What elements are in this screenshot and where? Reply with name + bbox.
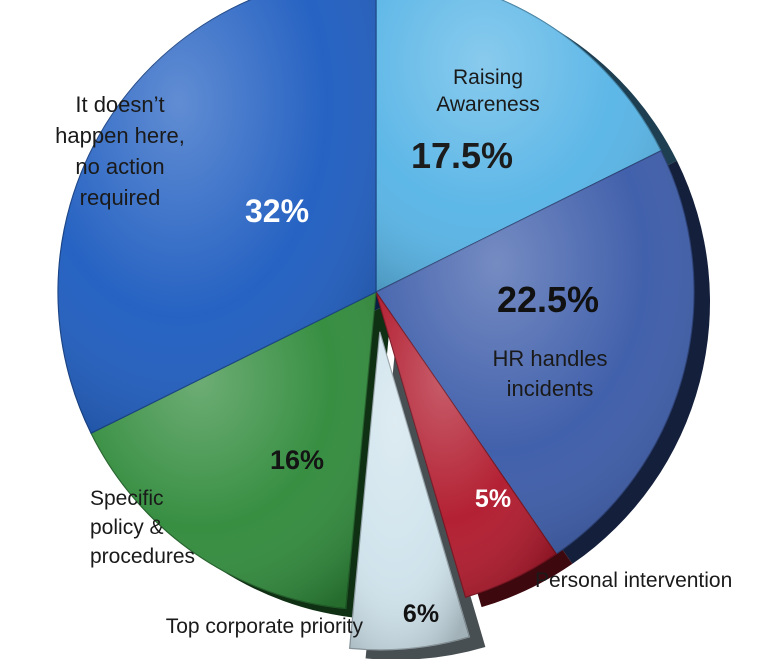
data-label-specific-policy-procedures: 16% (270, 445, 324, 475)
data-label-it-doesn-t-happen-here-no-action-required: 32% (245, 193, 309, 229)
category-label-line: no action (75, 154, 164, 179)
data-label-hr-handles-incidents: 22.5% (497, 279, 599, 320)
category-label-line: procedures (90, 545, 195, 568)
pie-labels: 17.5% Raising Awareness 22.5% HR handles inci… (55, 66, 732, 638)
category-label-line: Specific (90, 487, 164, 510)
category-label-specific-policy-procedures: Specific policy & procedures (90, 487, 195, 568)
pie-slices (57, 0, 695, 651)
slice-gloss-top-corporate-priority (349, 331, 470, 650)
slice-gloss-raising-awareness (376, 0, 661, 292)
category-label-line: incidents (507, 376, 594, 401)
category-label-raising-awareness: Raising Awareness (436, 66, 540, 116)
category-label-line: Raising (453, 66, 523, 89)
slice-gloss-it-doesn-t-happen-here-no-action-required (58, 0, 376, 434)
slice-gloss-hr-handles-incidents (376, 150, 694, 554)
category-label-line: required (80, 185, 161, 210)
category-label-hr-handles-incidents: HR handles incidents (493, 346, 608, 401)
category-label-line: Top corporate priority (166, 615, 364, 638)
category-label-top-corporate-priority: Top corporate priority (166, 615, 364, 638)
category-label-line: happen here, (55, 123, 185, 148)
slice-gloss-specific-policy-procedures (91, 292, 377, 609)
category-label-personal-intervention: Personal intervention (535, 569, 732, 592)
slice-gloss-personal-intervention (376, 292, 557, 598)
category-label-line: It doesn’t (75, 92, 164, 117)
data-label-top-corporate-priority: 6% (403, 600, 439, 628)
data-label-raising-awareness: 17.5% (411, 135, 513, 176)
data-label-personal-intervention: 5% (475, 485, 511, 513)
category-label-line: HR handles (493, 346, 608, 371)
category-label-line: Personal intervention (535, 569, 732, 592)
category-label-it-doesn-t-happen-here-no-action-required: It doesn’t happen here, no action required (55, 92, 185, 210)
category-label-line: Awareness (436, 93, 540, 116)
category-label-line: policy & (90, 516, 164, 539)
